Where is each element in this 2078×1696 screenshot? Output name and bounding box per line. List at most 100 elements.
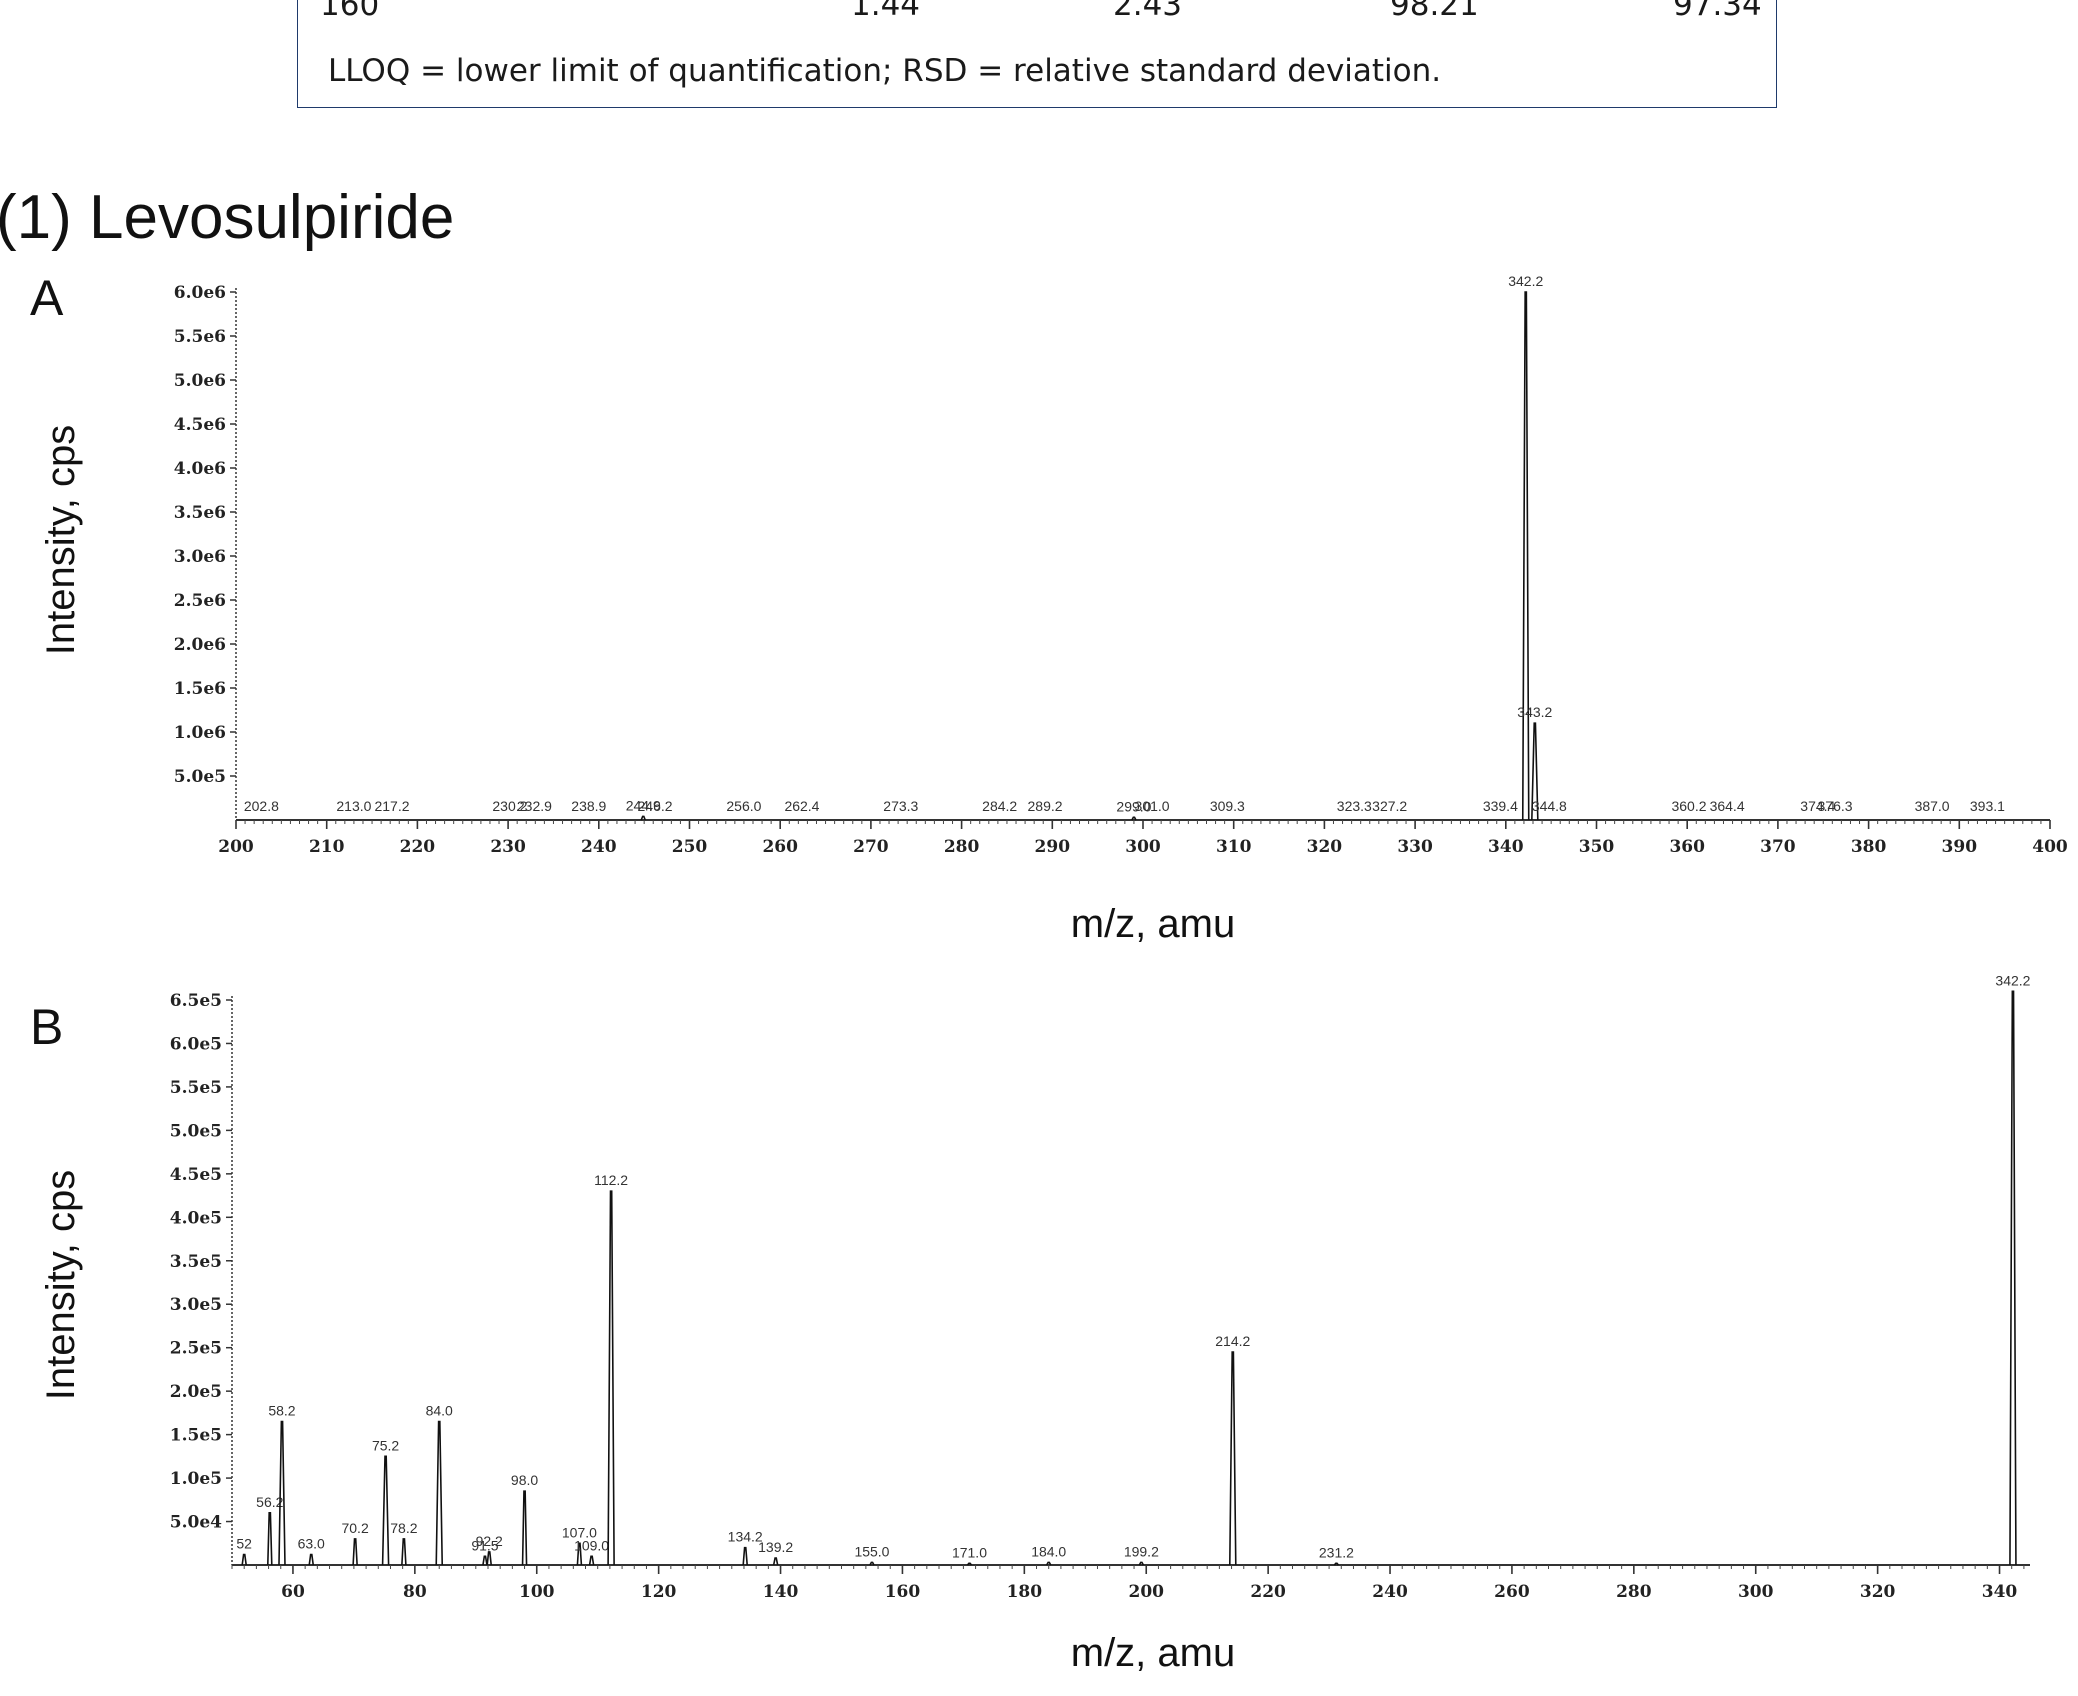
x-tick-label: 260 — [762, 837, 798, 857]
x-tick-label: 350 — [1579, 837, 1615, 857]
x-axis-label-a: m/z, amu — [1071, 902, 1235, 946]
peak-label: 112.2 — [594, 1172, 628, 1188]
peak-label: 344.8 — [1532, 798, 1567, 814]
peak-label: 230.2 — [492, 798, 527, 814]
peak-label: 323.3 — [1337, 798, 1372, 814]
peak-label: 52 — [236, 1536, 252, 1552]
table-cell-accuracy-1: 98.21 — [1390, 0, 1479, 23]
peak-label: 84.0 — [426, 1403, 453, 1419]
y-tick-label: 3.0e6 — [174, 547, 226, 567]
peak-label: 246.2 — [638, 798, 673, 814]
peak-label: 360.2 — [1671, 798, 1706, 814]
x-tick-label: 380 — [1851, 837, 1887, 857]
x-tick-label: 280 — [944, 837, 980, 857]
y-tick-label: 2.5e6 — [174, 591, 226, 611]
x-tick-label: 120 — [641, 1582, 677, 1602]
peak-mark — [869, 1561, 875, 1566]
table-cell-rsd-2: 2.43 — [1113, 0, 1183, 23]
peak-label: 256.0 — [726, 798, 761, 814]
x-tick-label: 280 — [1616, 1582, 1652, 1602]
peak-mark — [1131, 816, 1137, 821]
x-tick-label: 180 — [1007, 1582, 1043, 1602]
peak-label: 339.4 — [1483, 798, 1518, 814]
peak-mark — [1046, 1561, 1052, 1566]
peak-label: 139.2 — [758, 1539, 793, 1555]
y-tick-label: 4.0e5 — [170, 1208, 222, 1228]
peak-label: 342.2 — [1508, 273, 1543, 289]
y-tick-label: 1.0e6 — [174, 723, 226, 743]
peak-label: 376.3 — [1818, 798, 1853, 814]
table-cell-accuracy-2: 97.34 — [1673, 0, 1762, 23]
peak-mark — [2009, 990, 2017, 1566]
peaks-b: 52 56.2 58.2 63.0 70.2 75.2 78.2 84.0 92.291.5 98… — [236, 972, 2031, 1566]
peak-label: 299.0 — [1116, 798, 1151, 814]
x-tick-label: 200 — [1128, 1582, 1164, 1602]
y-tick-label: 1.0e5 — [170, 1469, 222, 1489]
x-tick-label: 390 — [1942, 837, 1978, 857]
x-tick-label: 200 — [218, 837, 254, 857]
x-tick-label: 250 — [672, 837, 708, 857]
y-tick-label: 1.5e6 — [174, 679, 226, 699]
peak-mark — [521, 1490, 528, 1566]
peak-mark — [1138, 1561, 1145, 1566]
peak-label: 393.1 — [1970, 798, 2005, 814]
panel-letter-b: B — [30, 999, 63, 1055]
table-cell-concentration: 160 — [320, 0, 380, 23]
peak-label: 98.0 — [511, 1472, 538, 1488]
peak-label: 387.0 — [1915, 798, 1950, 814]
x-tick-label: 370 — [1760, 837, 1796, 857]
x-tick-label: 300 — [1738, 1582, 1774, 1602]
x-tick-label: 60 — [281, 1582, 305, 1602]
y-tick-label: 2.0e5 — [170, 1382, 222, 1402]
peak-label: 171.0 — [952, 1544, 987, 1560]
peak-label: 202.8 — [244, 798, 279, 814]
peak-mark — [772, 1557, 779, 1566]
y-tick-label: 4.5e6 — [174, 415, 226, 435]
results-table: 160 1.44 2.43 98.21 97.34 LLOQ = lower l… — [297, 0, 1777, 108]
y-tick-label: 4.5e5 — [170, 1165, 222, 1185]
x-tick-label: 400 — [2032, 837, 2068, 857]
peak-mark — [241, 1553, 247, 1566]
y-tick-label: 3.0e5 — [170, 1295, 222, 1315]
table-cell-rsd-1: 1.44 — [851, 0, 921, 23]
peak-label: 364.4 — [1710, 798, 1745, 814]
peak-label: 92.2 — [476, 1533, 503, 1549]
spectrum-panel-b: B Intensity, cps m/z, amu 5.0e4 1.0e5 1.5e… — [30, 972, 2031, 1675]
panel-letter-a: A — [30, 270, 64, 326]
peak-label: 63.0 — [298, 1536, 325, 1552]
peak-mark — [1521, 291, 1530, 821]
peak-mark — [576, 1542, 583, 1566]
y-tick-label: 2.0e6 — [174, 635, 226, 655]
peak-label: 232.9 — [517, 798, 552, 814]
peak-label: 109.0 — [574, 1537, 609, 1553]
x-tick-label: 220 — [400, 837, 436, 857]
y-tick-label: 5.0e5 — [174, 767, 226, 787]
x-tick-label: 230 — [490, 837, 526, 857]
y-tick-label: 5.0e6 — [174, 371, 226, 391]
y-tick-label: 6.5e5 — [170, 991, 222, 1011]
x-tick-label: 100 — [519, 1582, 555, 1602]
peak-label: 199.2 — [1124, 1543, 1159, 1559]
x-tick-label: 160 — [885, 1582, 921, 1602]
x-tick-label: 260 — [1494, 1582, 1530, 1602]
peak-label: 244.9 — [626, 797, 661, 813]
peak-mark — [266, 1512, 273, 1566]
peak-mark — [1228, 1351, 1237, 1566]
peak-label: 342.2 — [1995, 972, 2030, 988]
x-axis-label-b: m/z, amu — [1071, 1631, 1235, 1675]
x-tick-label: 310 — [1216, 837, 1252, 857]
y-tick-label: 4.0e6 — [174, 459, 226, 479]
x-tick-label: 80 — [403, 1582, 427, 1602]
table-footnote: LLOQ = lower limit of quantification; RS… — [328, 53, 1442, 89]
y-axis-label-a: Intensity, cps — [39, 425, 83, 655]
peak-mark — [640, 815, 646, 821]
peak-label: 91.5 — [471, 1537, 498, 1553]
y-tick-label: 3.5e5 — [170, 1252, 222, 1272]
peak-label: 327.2 — [1372, 798, 1407, 814]
y-tick-label: 5.5e5 — [170, 1078, 222, 1098]
y-tick-label: 2.5e5 — [170, 1339, 222, 1359]
section-title: (1) Levosulpiride — [0, 183, 455, 252]
x-tick-label: 330 — [1397, 837, 1433, 857]
x-tick-label: 360 — [1669, 837, 1705, 857]
